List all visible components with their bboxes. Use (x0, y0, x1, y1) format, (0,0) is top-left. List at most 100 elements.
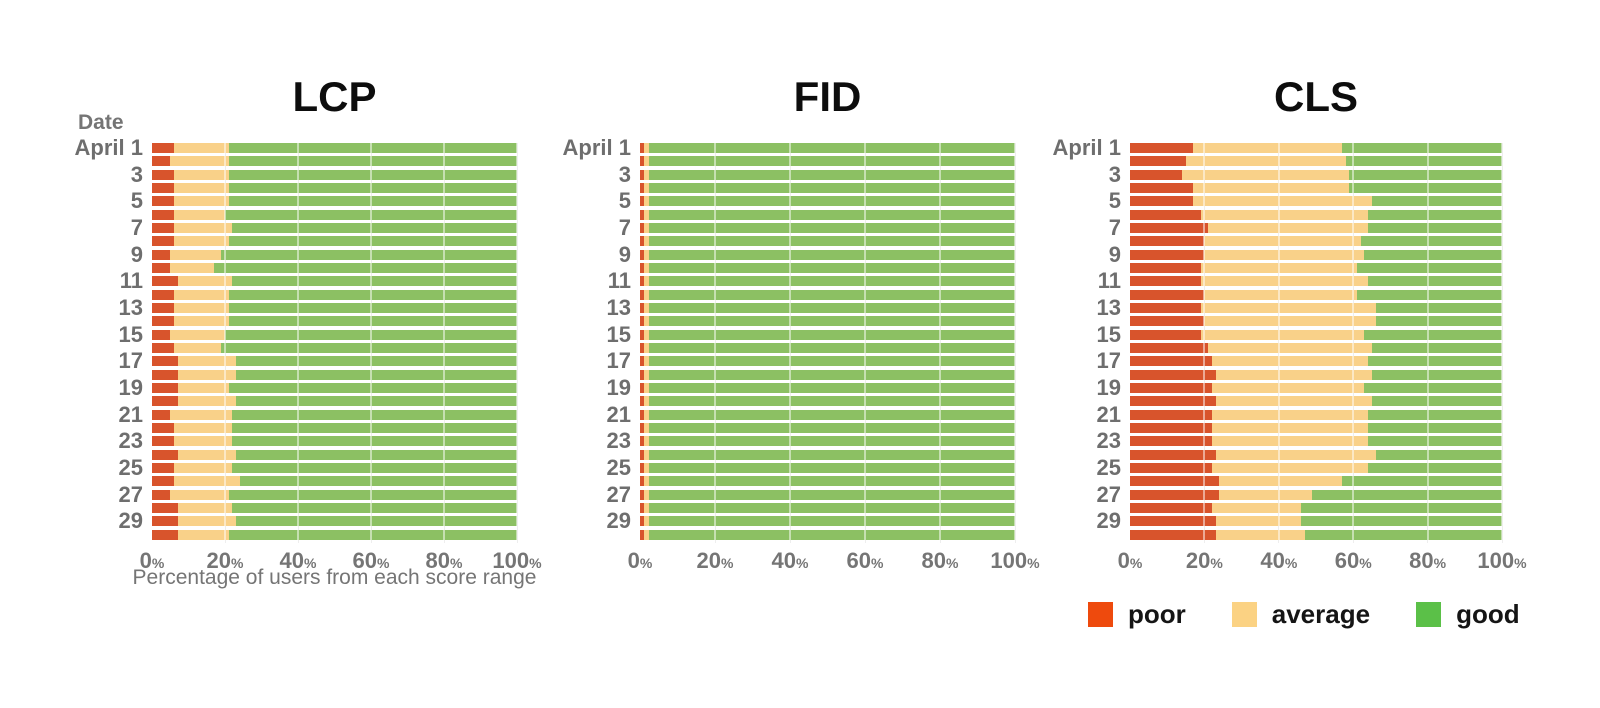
bar-segment-poor (640, 409, 644, 420)
bar-segment-good (649, 423, 1015, 433)
bar-row (1130, 289, 1502, 300)
bar-row (640, 209, 1015, 220)
bar-segment-average (1208, 343, 1372, 353)
bar-segment-poor (1130, 236, 1205, 247)
bar-segment-good (649, 356, 1015, 367)
bar-row (1130, 223, 1502, 233)
bar-segment-average (173, 463, 233, 473)
bar-segment-poor (1130, 369, 1216, 380)
gridline-overlay (1277, 143, 1280, 543)
bar-segment-average (643, 503, 650, 513)
y-tick-label: 23 (1096, 428, 1121, 454)
y-tick-label: 7 (618, 215, 631, 240)
y-tick-label: 17 (1096, 348, 1121, 374)
bar-segment-good (1356, 289, 1502, 300)
bar-segment-good (1375, 449, 1502, 460)
bar-segment-average (643, 516, 650, 527)
bar-segment-poor (152, 143, 174, 153)
x-tick-label: 0% (627, 548, 653, 573)
bar-segment-poor (1130, 249, 1205, 260)
bar-segment-average (1215, 369, 1372, 380)
bar-segment-average (643, 463, 650, 473)
y-tick-label: 27 (118, 481, 143, 507)
bar-segment-good (232, 409, 517, 420)
bar-row (640, 249, 1015, 260)
bar-segment-poor (1130, 196, 1194, 207)
bar-row (152, 196, 517, 207)
bar-segment-poor (152, 249, 171, 260)
bar-row (640, 436, 1015, 447)
bar-segment-good (649, 196, 1015, 207)
bar-segment-average (643, 316, 650, 327)
x-tick-label: 20% (206, 548, 244, 573)
bar-segment-poor (640, 263, 644, 273)
bar-segment-poor (152, 263, 171, 273)
bar-row (1130, 369, 1502, 380)
bar-segment-average (1211, 436, 1369, 447)
bar-row (152, 223, 517, 233)
gridline-overlay (1014, 143, 1016, 543)
bar-segment-poor (640, 516, 644, 527)
bar-row (1130, 423, 1502, 433)
bar-segment-good (235, 356, 517, 367)
bar-segment-good (649, 463, 1015, 473)
bar-row (640, 369, 1015, 380)
x-tick-label: 100% (990, 548, 1040, 573)
bar-segment-good (232, 423, 517, 433)
bar-segment-average (643, 236, 650, 247)
gridline-overlay (443, 143, 445, 543)
bar-segment-good (649, 516, 1015, 527)
bar-segment-average (643, 249, 650, 260)
bar-segment-average (177, 383, 229, 393)
bar-segment-average (177, 396, 236, 407)
bar-row (640, 476, 1015, 487)
bar-segment-poor (640, 423, 644, 433)
bar-row (640, 223, 1015, 233)
bar-segment-poor (1130, 449, 1216, 460)
bar-segment-good (1368, 463, 1502, 473)
y-tick-label: 13 (1096, 295, 1121, 320)
bar-segment-poor (640, 316, 644, 327)
bar-segment-good (221, 343, 517, 353)
bar-segment-average (1215, 449, 1376, 460)
bar-segment-good (1364, 329, 1502, 340)
bar-segment-poor (1130, 263, 1201, 273)
bar-segment-good (228, 196, 517, 207)
bar-segment-poor (152, 196, 174, 207)
bar-segment-good (1371, 396, 1502, 407)
x-tick-label: 40% (279, 548, 317, 573)
x-tick-label: 100% (1477, 548, 1527, 573)
bar-segment-average (643, 169, 650, 180)
bar-segment-poor (1130, 316, 1205, 327)
bar-segment-good (1368, 409, 1502, 420)
good-swatch-icon (1416, 601, 1442, 627)
bar-segment-poor (1130, 276, 1201, 287)
bar-segment-poor (640, 329, 644, 340)
bar-segment-average (1211, 463, 1369, 473)
bar-row (1130, 183, 1502, 193)
bar-row (1130, 463, 1502, 473)
bar-segment-average (643, 356, 650, 367)
bar-row (640, 289, 1015, 300)
bar-segment-good (649, 143, 1015, 153)
bar-segment-poor (152, 183, 174, 193)
bar-segment-good (649, 383, 1015, 393)
bar-segment-average (1211, 383, 1365, 393)
bar-segment-good (228, 489, 517, 500)
bar-segment-good (649, 529, 1015, 540)
bar-segment-poor (640, 529, 644, 540)
bar-segment-good (649, 223, 1015, 233)
bar-row (152, 209, 517, 220)
bar-segment-average (643, 209, 650, 220)
bar-segment-poor (640, 196, 644, 207)
bar-row (152, 436, 517, 447)
bar-segment-average (1185, 156, 1346, 167)
legend-label-poor: poor (1128, 599, 1186, 629)
bar-segment-average (173, 209, 225, 220)
bar-row (1130, 316, 1502, 327)
bar-row (1130, 303, 1502, 313)
bar-row (640, 463, 1015, 473)
bar-row (640, 356, 1015, 367)
bar-segment-poor (1130, 209, 1201, 220)
y-tick-label: April 1 (562, 135, 631, 160)
